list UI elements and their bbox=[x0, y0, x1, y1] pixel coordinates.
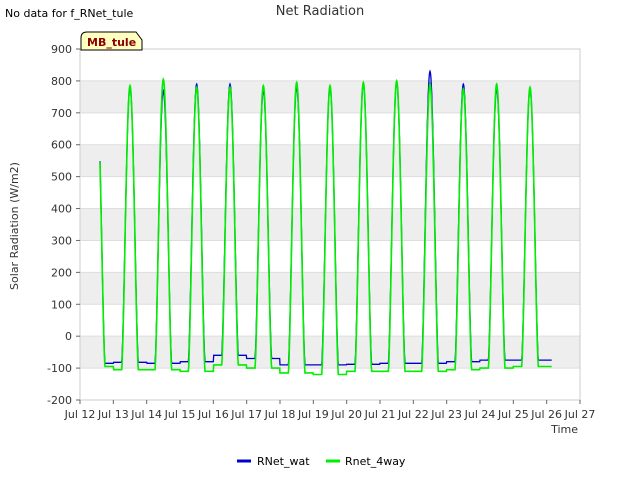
badge-shape bbox=[80, 31, 143, 51]
y-tick-label: 100 bbox=[51, 298, 72, 311]
y-tick-label: -200 bbox=[47, 394, 72, 407]
x-tick-label: Jul 14 bbox=[130, 408, 162, 421]
x-tick-label: Jul 15 bbox=[164, 408, 196, 421]
x-tick-label: Jul 24 bbox=[464, 408, 496, 421]
x-axis-title: Time bbox=[550, 423, 578, 436]
x-tick-label: Jul 20 bbox=[330, 408, 362, 421]
x-tick-label: Jul 27 bbox=[564, 408, 596, 421]
badge-label: MB_tule bbox=[87, 36, 136, 49]
y-tick-label: 400 bbox=[51, 203, 72, 216]
x-axis-ticks: Jul 12 Jul 13 Jul 14 Jul 15 Jul 16 Jul 17 Jul … bbox=[64, 400, 596, 421]
plot-band bbox=[80, 208, 580, 241]
legend: RNet_wat Rnet_4way bbox=[237, 455, 406, 468]
plot-band bbox=[80, 272, 580, 305]
y-axis-ticks: -200 -100 0 100 200 300 400 500 600 700 800 900 bbox=[47, 43, 80, 407]
x-tick-label: Jul 22 bbox=[397, 408, 429, 421]
y-tick-label: 900 bbox=[51, 43, 72, 56]
x-tick-label: Jul 17 bbox=[230, 408, 262, 421]
plot-frame bbox=[79, 48, 581, 401]
plot-bands bbox=[80, 80, 580, 369]
y-tick-label: 200 bbox=[51, 266, 72, 279]
x-tick-label: Jul 13 bbox=[97, 408, 129, 421]
x-tick-label: Jul 18 bbox=[264, 408, 296, 421]
series-layer bbox=[99, 69, 552, 376]
x-tick-label: Jul 12 bbox=[64, 408, 96, 421]
y-tick-label: 700 bbox=[51, 107, 72, 120]
y-axis-title: Solar Radiation (W/m2) bbox=[8, 162, 21, 290]
chart-title: Net Radiation bbox=[276, 4, 364, 19]
plot-band bbox=[80, 336, 580, 369]
plot-band bbox=[80, 144, 580, 177]
y-tick-label: -100 bbox=[47, 362, 72, 375]
x-tick-label: Jul 16 bbox=[197, 408, 229, 421]
x-tick-label: Jul 19 bbox=[297, 408, 329, 421]
legend-label-rnet-wat: RNet_wat bbox=[257, 455, 310, 468]
x-tick-label: Jul 23 bbox=[430, 408, 462, 421]
x-tick-label: Jul 25 bbox=[497, 408, 529, 421]
grid-lines bbox=[80, 48, 580, 401]
site-badge: MB_tule bbox=[80, 31, 143, 51]
x-tick-label: Jul 21 bbox=[364, 408, 396, 421]
y-tick-label: 600 bbox=[51, 139, 72, 152]
y-tick-label: 500 bbox=[51, 171, 72, 184]
y-tick-label: 800 bbox=[51, 75, 72, 88]
no-data-message: No data for f_RNet_tule bbox=[5, 7, 134, 20]
series-line-rnet-4way bbox=[99, 77, 552, 376]
legend-label-rnet-4way: Rnet_4way bbox=[345, 455, 406, 468]
y-tick-label: 300 bbox=[51, 234, 72, 247]
x-tick-label: Jul 26 bbox=[530, 408, 562, 421]
y-tick-label: 0 bbox=[65, 330, 72, 343]
